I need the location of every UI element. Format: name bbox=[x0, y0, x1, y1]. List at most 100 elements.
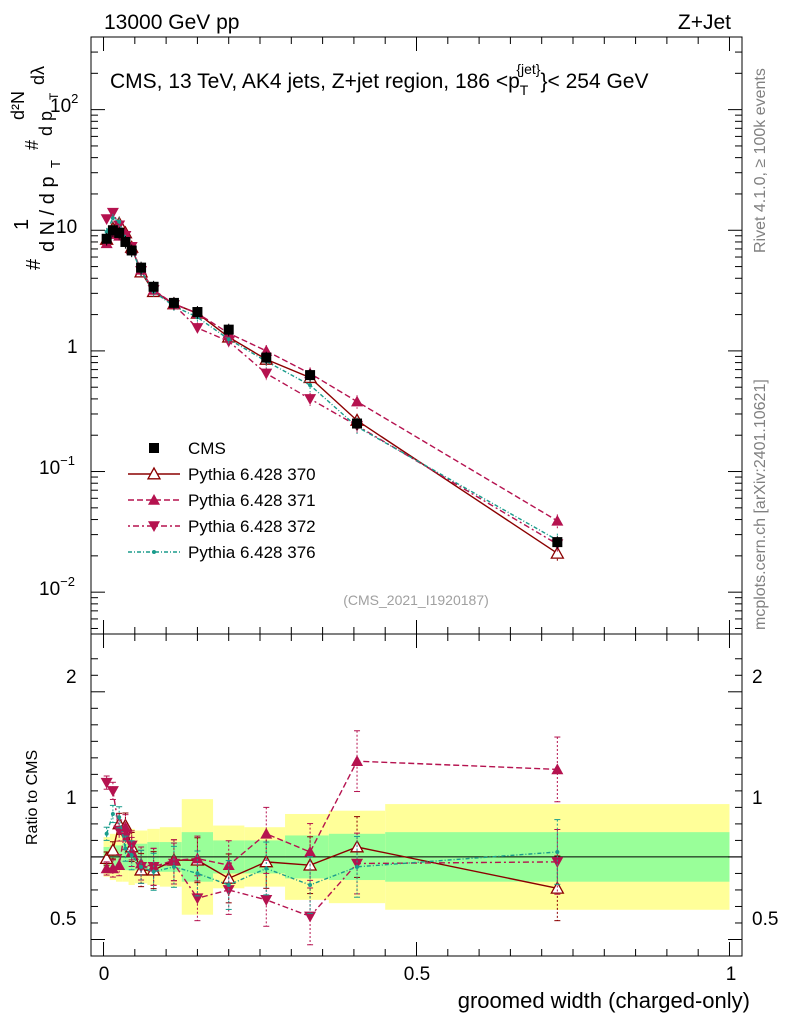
ratio-line-3 bbox=[105, 812, 558, 886]
y-tick-label-1e2: 102 bbox=[50, 91, 78, 117]
cms-point bbox=[261, 352, 272, 363]
ratio-point bbox=[117, 815, 122, 820]
cms-point bbox=[136, 262, 147, 273]
cms-point bbox=[168, 297, 179, 308]
y-tick-label-1em2: 10−2 bbox=[39, 574, 75, 600]
y-axis-label-dndpt: d N / d p bbox=[37, 176, 59, 252]
series-point bbox=[117, 219, 122, 224]
ratio-point bbox=[106, 786, 119, 797]
ratio-line-1 bbox=[106, 760, 558, 870]
chart-title-main: CMS, 13 TeV, AK4 jets, Z+jet region, 186… bbox=[110, 70, 520, 93]
series-point bbox=[551, 514, 564, 526]
cms-point bbox=[148, 281, 159, 292]
y-axis-label-t1: T bbox=[48, 160, 63, 168]
legend-label-1: Pythia 6.428 371 bbox=[188, 491, 316, 510]
series-point bbox=[550, 545, 565, 559]
legend-marker-3 bbox=[152, 550, 156, 554]
analysis-id-label: (CMS_2021_I1920187) bbox=[343, 592, 489, 608]
series-line-1 bbox=[106, 232, 558, 522]
ratio-point bbox=[139, 864, 144, 869]
y-tick-label-10: 10 bbox=[56, 217, 77, 238]
series-point bbox=[106, 207, 119, 219]
y-axis-label-dl: dλ bbox=[28, 66, 48, 85]
ratio-point bbox=[355, 864, 360, 869]
ratio-tick-label-2-right: 2 bbox=[752, 667, 763, 688]
legend: CMS Pythia 6.428 370 Pythia 6.428 371 Pythi… bbox=[128, 439, 316, 562]
ratio-point bbox=[113, 859, 126, 870]
cms-point bbox=[107, 225, 118, 236]
ratio-point bbox=[171, 864, 176, 869]
ratio-bands bbox=[91, 799, 742, 915]
series-line-2 bbox=[106, 211, 558, 545]
cms-point bbox=[192, 307, 203, 318]
series-point bbox=[104, 229, 109, 234]
chart-title-end: }< 254 GeV bbox=[540, 70, 648, 93]
ratio-point bbox=[551, 857, 564, 868]
legend-label-3: Pythia 6.428 376 bbox=[188, 543, 316, 562]
ratio-point bbox=[226, 882, 231, 887]
rivet-version-label: Rivet 4.1.0, ≥ 100k events bbox=[752, 68, 769, 253]
cms-point bbox=[120, 236, 131, 247]
cms-point bbox=[352, 418, 363, 429]
mcplots-label: mcplots.cern.ch [arXiv:2401.10621] bbox=[752, 379, 769, 630]
y-tick-label-1: 1 bbox=[67, 337, 78, 358]
ratio-point bbox=[191, 852, 204, 864]
legend-label-2: Pythia 6.428 372 bbox=[188, 517, 316, 536]
y-tick-label-1em1: 10−1 bbox=[39, 453, 75, 479]
ratio-point bbox=[264, 866, 269, 871]
cms-point bbox=[305, 370, 316, 381]
y-axis-label-one: 1 bbox=[11, 219, 33, 230]
series-point bbox=[100, 214, 113, 225]
ratio-axis-label: Ratio to CMS bbox=[24, 750, 41, 845]
ratio-point bbox=[195, 871, 200, 876]
y-axis-label-numer2: d²N bbox=[8, 91, 28, 120]
legend-label-0: Pythia 6.428 370 bbox=[188, 465, 316, 484]
series-main bbox=[99, 207, 565, 561]
cms-point bbox=[126, 245, 137, 256]
series-point bbox=[351, 395, 364, 407]
ratio-point bbox=[555, 849, 560, 854]
x-tick-label-05: 0.5 bbox=[404, 964, 430, 985]
y-axis-label-hash: # bbox=[23, 258, 45, 270]
ratio-point bbox=[100, 777, 113, 789]
ratio-point bbox=[129, 853, 134, 858]
ratio-point bbox=[106, 862, 119, 874]
axis-ticks bbox=[91, 36, 742, 956]
ratio-point bbox=[147, 862, 160, 873]
series-line-3 bbox=[106, 217, 558, 541]
y-tick-label-1e2-exp: 2 bbox=[71, 91, 78, 106]
y-axis-label: # 1 d N / d p T # d²N d p T dλ bbox=[8, 66, 63, 270]
ratio-tick-label-05-right: 0.5 bbox=[752, 909, 778, 930]
y-tick-label-1em2-exp: −2 bbox=[60, 574, 75, 589]
energy-label: 13000 GeV pp bbox=[104, 11, 239, 34]
cms-point bbox=[101, 233, 112, 244]
legend-marker-2 bbox=[148, 521, 160, 532]
ratio-tick-label-2: 2 bbox=[66, 667, 77, 688]
ratio-point bbox=[304, 845, 317, 857]
ratio-point bbox=[113, 825, 126, 837]
ratio-point bbox=[151, 869, 156, 874]
chart-title-sup: {jet} bbox=[516, 61, 540, 77]
series-point bbox=[308, 383, 313, 388]
y-axis-label-dpt: d p bbox=[36, 111, 56, 136]
ratio-point bbox=[304, 911, 317, 923]
y-tick-label-1em1-base: 10 bbox=[39, 458, 60, 479]
y-axis-label-hash2: # bbox=[22, 140, 42, 150]
ratio-point bbox=[351, 858, 364, 870]
legend-label-cms: CMS bbox=[188, 439, 226, 458]
ratio-tick-label-1: 1 bbox=[66, 788, 77, 809]
x-axis-label: groomed width (charged-only) bbox=[458, 988, 750, 1013]
y-tick-label-1e2-base: 10 bbox=[50, 96, 71, 117]
ratio-point bbox=[550, 880, 565, 894]
cms-point bbox=[552, 537, 563, 548]
ratio-point bbox=[260, 895, 273, 906]
ratio-point bbox=[551, 763, 564, 775]
legend-marker-1 bbox=[148, 494, 160, 505]
process-label: Z+Jet bbox=[678, 11, 731, 34]
x-tick-label-1: 1 bbox=[726, 964, 737, 985]
ratio-point bbox=[123, 846, 128, 851]
y-tick-label-1em2-base: 10 bbox=[39, 579, 60, 600]
ratio-point bbox=[110, 811, 115, 816]
series-point bbox=[260, 368, 273, 380]
